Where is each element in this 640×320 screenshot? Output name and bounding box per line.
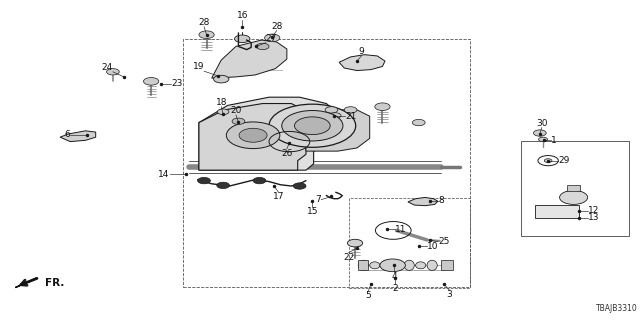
Polygon shape (15, 278, 36, 288)
Text: 15: 15 (307, 207, 318, 216)
Text: 14: 14 (158, 170, 170, 179)
Text: 3: 3 (447, 290, 452, 299)
Circle shape (217, 182, 230, 188)
Circle shape (534, 130, 546, 136)
Ellipse shape (393, 262, 403, 269)
Circle shape (412, 119, 425, 126)
Circle shape (198, 178, 211, 184)
Bar (183, 39, 470, 287)
Circle shape (559, 190, 588, 204)
Text: 21: 21 (346, 112, 357, 121)
Circle shape (344, 107, 357, 113)
Circle shape (253, 178, 266, 184)
Text: 7: 7 (316, 195, 321, 204)
Circle shape (325, 107, 338, 113)
Text: 18: 18 (216, 98, 227, 107)
Circle shape (143, 77, 159, 85)
Circle shape (269, 104, 356, 147)
Text: 2: 2 (392, 284, 398, 293)
Circle shape (294, 117, 330, 135)
Text: 27: 27 (266, 34, 277, 43)
Bar (441, 260, 452, 270)
Polygon shape (212, 40, 287, 78)
Circle shape (232, 118, 245, 124)
Text: TBAJB3310: TBAJB3310 (596, 304, 637, 313)
Text: 29: 29 (558, 156, 570, 165)
Bar (358, 260, 369, 270)
Text: 23: 23 (171, 79, 182, 88)
Text: 8: 8 (438, 196, 444, 205)
Text: 24: 24 (102, 63, 113, 72)
Text: 30: 30 (536, 119, 547, 128)
Circle shape (282, 110, 343, 141)
Polygon shape (199, 104, 306, 170)
Text: 26: 26 (281, 149, 292, 158)
Ellipse shape (381, 260, 392, 270)
Polygon shape (60, 131, 96, 142)
Text: 12: 12 (588, 206, 599, 215)
Circle shape (539, 137, 547, 142)
Text: 11: 11 (395, 225, 406, 234)
Circle shape (235, 35, 250, 43)
Text: 19: 19 (193, 62, 204, 71)
Circle shape (214, 75, 229, 83)
Text: 6: 6 (65, 130, 70, 139)
Text: 20: 20 (230, 106, 241, 115)
Text: 9: 9 (358, 47, 364, 56)
Circle shape (330, 118, 341, 124)
Circle shape (348, 239, 363, 247)
Ellipse shape (358, 260, 369, 270)
Circle shape (380, 259, 405, 272)
Polygon shape (408, 197, 438, 206)
Circle shape (330, 113, 341, 118)
Ellipse shape (427, 260, 437, 270)
Text: 4: 4 (391, 272, 397, 281)
Text: 5: 5 (365, 291, 371, 300)
Text: 28: 28 (198, 18, 210, 27)
Text: 17: 17 (273, 192, 284, 201)
Ellipse shape (415, 262, 426, 269)
Polygon shape (339, 55, 385, 70)
Text: FR.: FR. (45, 278, 64, 288)
Text: 28: 28 (271, 21, 282, 31)
Polygon shape (306, 110, 370, 151)
Text: 16: 16 (237, 11, 248, 20)
Text: 22: 22 (343, 252, 355, 262)
Circle shape (375, 103, 390, 110)
Circle shape (544, 159, 552, 163)
Text: 1: 1 (550, 136, 556, 145)
Text: 13: 13 (588, 213, 599, 222)
Circle shape (218, 109, 229, 115)
Ellipse shape (370, 262, 380, 269)
Bar (536, 205, 579, 218)
Bar (349, 198, 470, 288)
Ellipse shape (404, 260, 414, 270)
Circle shape (239, 128, 267, 142)
Circle shape (264, 34, 280, 42)
Circle shape (199, 31, 214, 38)
Text: 25: 25 (438, 237, 449, 246)
Circle shape (293, 183, 306, 189)
Circle shape (227, 122, 280, 148)
Text: 10: 10 (427, 242, 438, 251)
Polygon shape (199, 97, 338, 170)
Bar (567, 185, 580, 191)
Bar (521, 141, 629, 236)
Circle shape (106, 69, 119, 75)
Circle shape (256, 43, 269, 50)
